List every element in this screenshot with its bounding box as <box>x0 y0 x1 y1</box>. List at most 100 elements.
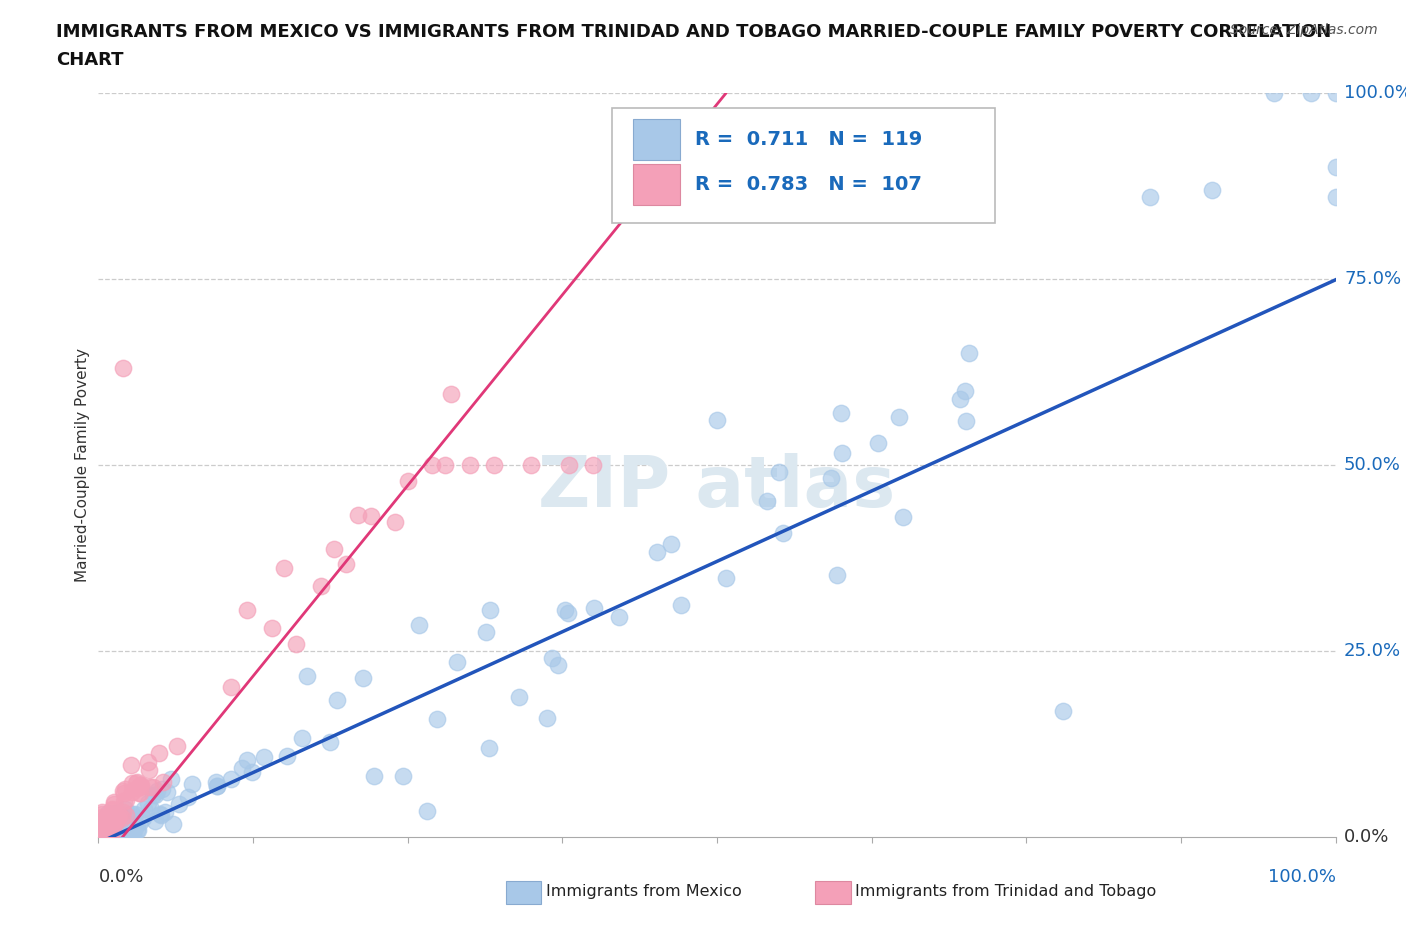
Point <box>152 774 174 789</box>
Point <box>91 828 114 843</box>
Y-axis label: Married-Couple Family Poverty: Married-Couple Family Poverty <box>75 348 90 582</box>
Point <box>219 772 242 787</box>
Point <box>104 815 127 830</box>
Point <box>121 807 143 822</box>
Point <box>108 816 131 830</box>
Point <box>101 801 124 816</box>
Point <box>100 815 122 830</box>
Point <box>101 807 124 822</box>
Point <box>384 515 406 530</box>
Point <box>949 392 972 406</box>
Point <box>322 541 344 556</box>
Point <box>100 828 122 843</box>
Point <box>124 806 146 821</box>
Point <box>1263 86 1285 100</box>
Point <box>1324 160 1347 175</box>
Point <box>319 735 342 750</box>
Point <box>180 777 202 791</box>
Point <box>645 545 668 560</box>
Point <box>100 803 122 817</box>
Point <box>94 810 117 825</box>
Point <box>155 804 177 819</box>
Point <box>120 816 142 830</box>
Point <box>121 776 143 790</box>
Point <box>363 768 385 783</box>
Point <box>91 810 114 825</box>
Point <box>557 605 579 620</box>
Point <box>236 752 259 767</box>
Point <box>396 473 419 488</box>
Text: R =  0.783   N =  107: R = 0.783 N = 107 <box>695 175 922 194</box>
Point <box>97 806 120 821</box>
Point <box>129 778 152 793</box>
Point <box>143 788 166 803</box>
Point <box>772 525 794 540</box>
Point <box>219 680 242 695</box>
Point <box>97 815 120 830</box>
Point <box>520 458 543 472</box>
Point <box>91 818 114 833</box>
Point <box>554 603 576 618</box>
Point <box>91 828 114 843</box>
Point <box>91 819 114 834</box>
Point <box>107 811 129 826</box>
Point <box>458 458 481 472</box>
Point <box>205 778 228 793</box>
Point <box>128 779 150 794</box>
Point <box>260 620 283 635</box>
Point <box>93 825 115 840</box>
Point <box>484 458 506 472</box>
Point <box>91 825 114 840</box>
Point <box>128 786 150 801</box>
Point <box>291 731 314 746</box>
Point <box>125 780 148 795</box>
Point <box>101 821 124 836</box>
Point <box>94 815 117 830</box>
Point <box>1052 703 1074 718</box>
Point <box>91 804 114 819</box>
Point <box>120 758 142 773</box>
Point <box>955 414 977 429</box>
Text: 50.0%: 50.0% <box>1344 456 1400 474</box>
Point <box>891 510 914 525</box>
Point <box>105 812 128 827</box>
Point <box>91 821 114 836</box>
Point <box>94 828 117 843</box>
Point <box>91 828 114 843</box>
Point <box>408 618 430 633</box>
Point <box>138 763 160 777</box>
Point <box>93 827 115 842</box>
Point <box>136 754 159 769</box>
Point <box>111 804 134 819</box>
Point <box>110 827 132 842</box>
Point <box>825 567 848 582</box>
Point <box>114 781 136 796</box>
Point <box>114 786 136 801</box>
Point <box>120 812 142 827</box>
Point <box>91 828 114 843</box>
Point <box>326 693 349 708</box>
Point <box>98 828 121 843</box>
Point <box>166 738 188 753</box>
Point <box>1139 190 1161 205</box>
Point <box>392 768 415 783</box>
Point <box>583 601 606 616</box>
Point <box>103 828 125 843</box>
Point <box>887 409 910 424</box>
Point <box>866 435 889 450</box>
Point <box>136 795 159 810</box>
Point <box>309 578 332 593</box>
Point <box>831 445 853 460</box>
Point <box>416 804 439 818</box>
Point <box>508 689 530 704</box>
Point <box>125 822 148 837</box>
Text: ZIP atlas: ZIP atlas <box>538 453 896 522</box>
Point <box>91 825 114 840</box>
Point <box>115 792 138 807</box>
Point <box>706 413 728 428</box>
Point <box>352 671 374 685</box>
Point <box>91 828 114 843</box>
Point <box>236 603 259 618</box>
Point <box>830 405 852 420</box>
Text: 75.0%: 75.0% <box>1344 270 1402 288</box>
